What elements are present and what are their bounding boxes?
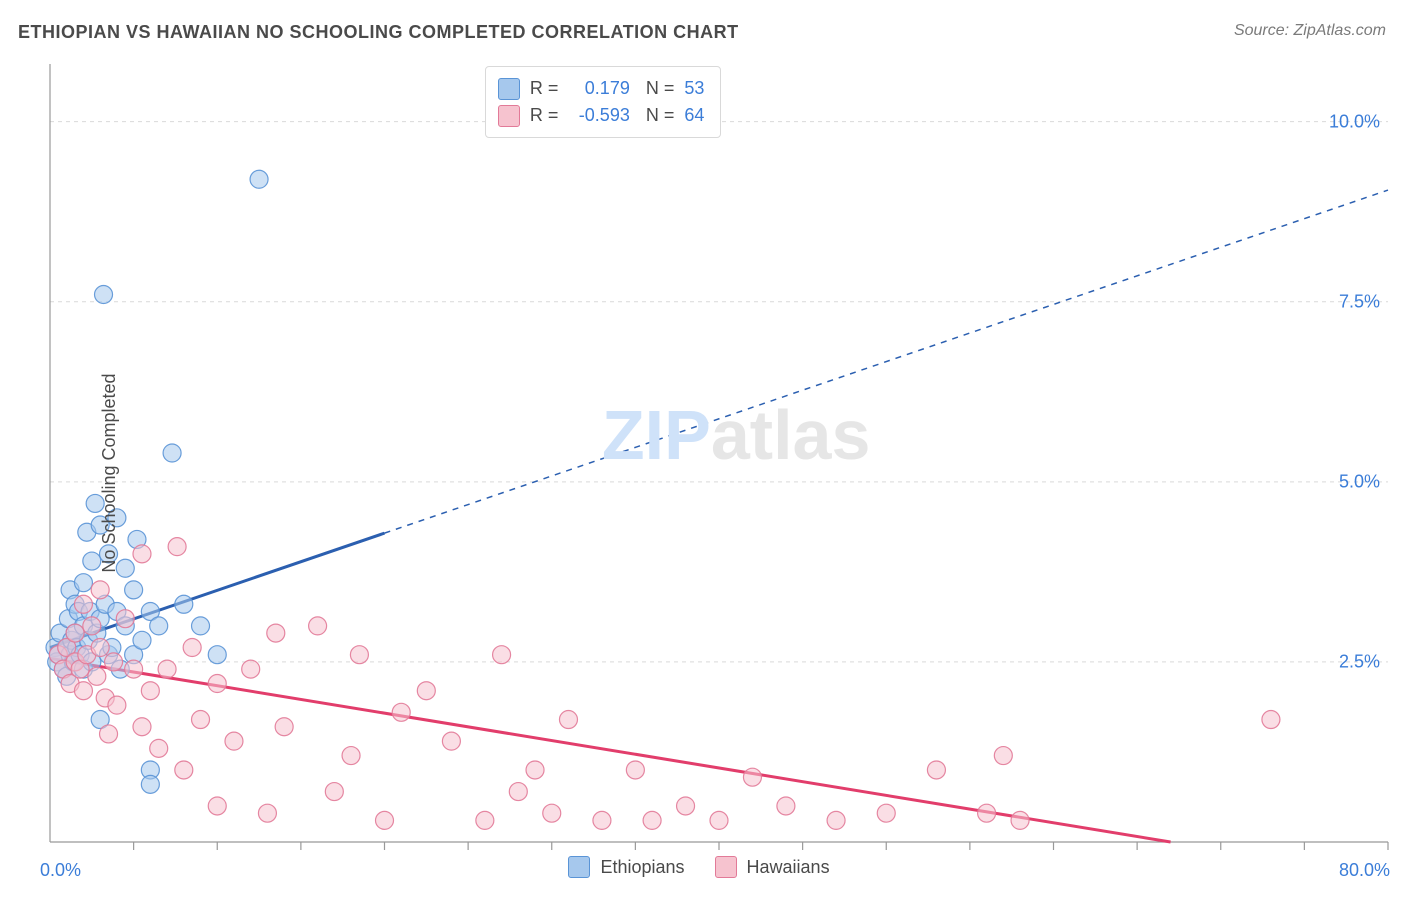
y-tick-label: 5.0%	[1310, 471, 1390, 492]
n-value: 53	[684, 75, 704, 102]
legend-row: R = -0.593 N = 64	[498, 102, 705, 129]
legend-swatch	[498, 105, 520, 127]
r-label: R =	[530, 75, 560, 102]
y-tick-label: 2.5%	[1310, 651, 1390, 672]
legend-swatch	[715, 856, 737, 878]
y-tick-label: 10.0%	[1310, 111, 1390, 132]
chart-title: ETHIOPIAN VS HAWAIIAN NO SCHOOLING COMPL…	[18, 22, 739, 43]
legend-swatch	[498, 78, 520, 100]
source-label: Source: ZipAtlas.com	[1234, 22, 1386, 40]
legend-item: Hawaiians	[715, 856, 830, 878]
y-tick-label: 7.5%	[1310, 291, 1390, 312]
x-max-label: 80.0%	[1339, 860, 1390, 881]
scatter-plot	[0, 54, 1406, 892]
chart-area: No Schooling Completed ZIPatlas2.5%5.0%7…	[0, 54, 1406, 892]
legend-label: Hawaiians	[747, 857, 830, 878]
series-legend: Ethiopians Hawaiians	[568, 856, 829, 878]
n-label: N =	[646, 102, 675, 129]
legend-label: Ethiopians	[600, 857, 684, 878]
r-value: 0.179	[570, 75, 630, 102]
origin-label: 0.0%	[40, 860, 81, 881]
r-value: -0.593	[570, 102, 630, 129]
n-label: N =	[646, 75, 675, 102]
legend-swatch	[568, 856, 590, 878]
correlation-legend: R = 0.179 N = 53 R = -0.593 N = 64	[485, 66, 722, 138]
n-value: 64	[684, 102, 704, 129]
legend-row: R = 0.179 N = 53	[498, 75, 705, 102]
y-axis-label: No Schooling Completed	[99, 373, 120, 572]
legend-item: Ethiopians	[568, 856, 684, 878]
r-label: R =	[530, 102, 560, 129]
